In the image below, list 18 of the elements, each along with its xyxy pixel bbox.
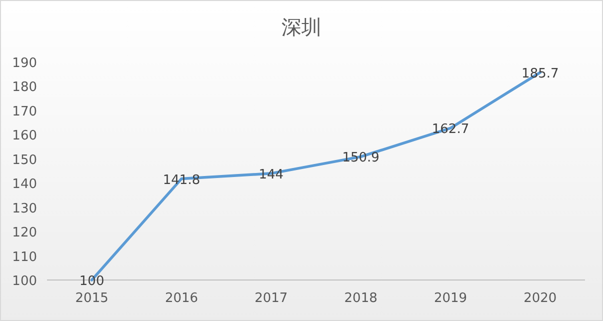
- x-tick-label: 2016: [164, 291, 198, 306]
- y-tick-label: 180: [12, 80, 37, 96]
- x-tick-label: 2017: [254, 291, 288, 306]
- y-tick-label: 170: [12, 104, 37, 120]
- y-tick-label: 100: [12, 274, 37, 289]
- x-tick-label: 2018: [344, 291, 378, 306]
- x-tick-label: 2015: [75, 291, 108, 306]
- y-tick-label: 120: [12, 226, 37, 241]
- y-tick-label: 140: [12, 177, 37, 192]
- y-tick-label: 130: [12, 201, 37, 216]
- x-tick-label: 2019: [434, 291, 468, 306]
- y-tick-label: 190: [12, 56, 37, 71]
- y-tick-label: 150: [12, 152, 37, 168]
- chart-title: 深圳: [282, 15, 322, 39]
- x-tick-label: 2020: [524, 291, 557, 306]
- y-tick-label: 110: [12, 250, 37, 265]
- data-label: 100: [79, 274, 104, 289]
- y-tick-label: 160: [12, 128, 37, 144]
